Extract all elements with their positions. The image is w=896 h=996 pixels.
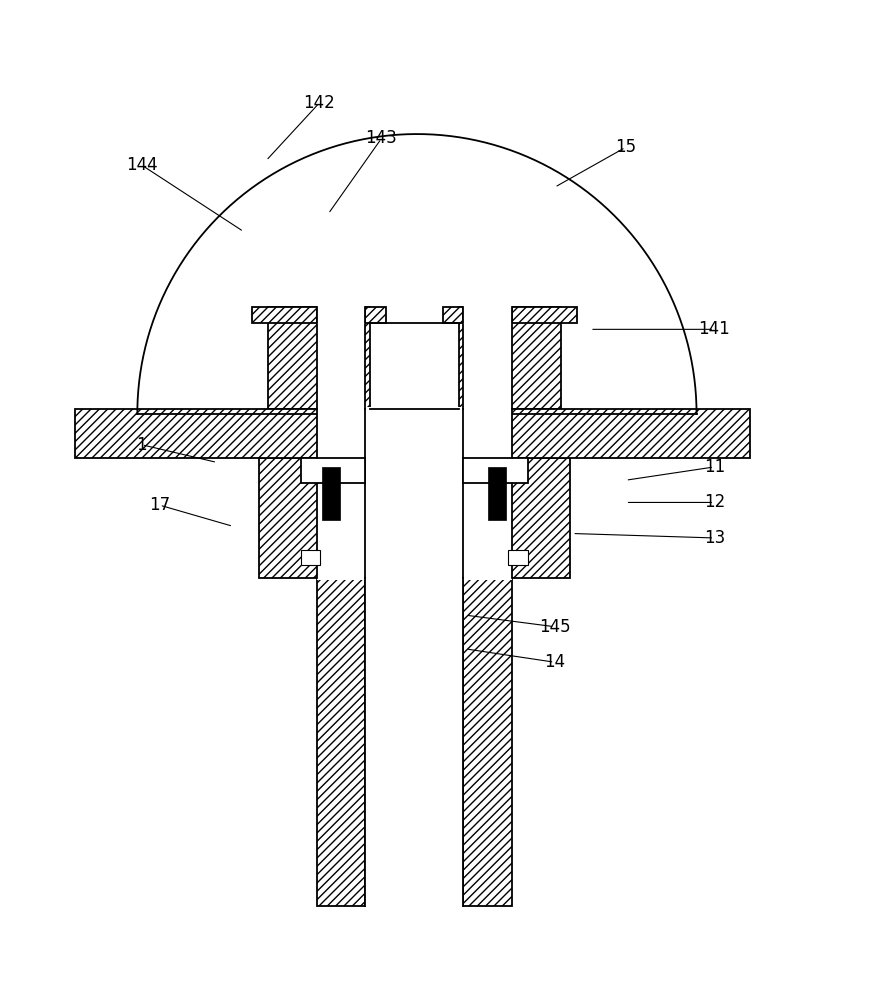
Bar — [252, 307, 386, 323]
Bar — [463, 458, 528, 483]
Bar — [366, 456, 463, 580]
Text: 143: 143 — [366, 129, 397, 147]
Bar — [459, 307, 561, 409]
Bar — [316, 456, 366, 580]
Bar — [301, 458, 366, 483]
Bar — [443, 307, 577, 323]
Bar — [323, 467, 340, 520]
Bar — [301, 551, 320, 565]
Bar — [463, 456, 512, 580]
Text: 14: 14 — [544, 653, 565, 671]
Bar — [459, 458, 570, 578]
Bar — [366, 407, 463, 460]
Text: 11: 11 — [703, 458, 725, 476]
Bar — [316, 306, 366, 324]
Bar — [463, 306, 512, 324]
Bar — [268, 307, 370, 409]
Text: 15: 15 — [615, 138, 636, 156]
Bar — [463, 407, 512, 460]
Bar — [366, 578, 463, 906]
Bar — [316, 578, 366, 906]
Bar — [508, 551, 528, 565]
Bar — [316, 407, 366, 460]
Text: 141: 141 — [698, 321, 730, 339]
Bar — [463, 578, 512, 906]
Text: 145: 145 — [538, 618, 571, 635]
Text: 13: 13 — [703, 529, 725, 547]
Bar — [316, 306, 366, 411]
Text: 17: 17 — [149, 496, 170, 514]
Bar — [488, 467, 506, 520]
Bar — [259, 458, 370, 578]
Text: 144: 144 — [126, 156, 158, 174]
Text: 1: 1 — [136, 435, 147, 454]
Text: 12: 12 — [703, 493, 725, 511]
Bar — [75, 409, 750, 458]
Text: 142: 142 — [304, 94, 335, 112]
Bar — [463, 306, 512, 411]
